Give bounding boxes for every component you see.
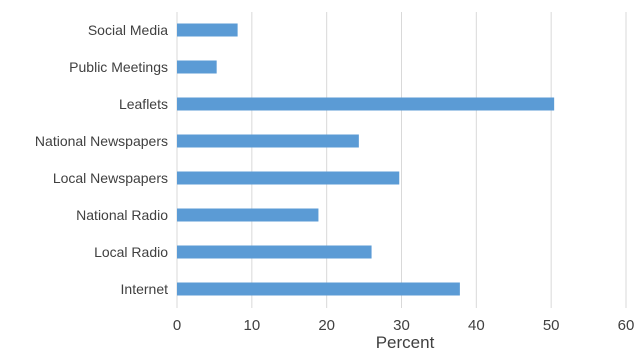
bar-local-newspapers [177, 171, 400, 185]
x-tick-label: 40 [468, 317, 485, 334]
category-label: Internet [121, 281, 169, 297]
category-label: National Radio [76, 207, 168, 223]
x-tick-labels: 0 10 20 30 40 50 60 [173, 317, 635, 334]
grid-lines [176, 12, 627, 308]
x-axis-title: Percent [376, 333, 435, 352]
category-label: Public Meetings [69, 59, 168, 75]
bar-leaflets [177, 97, 555, 111]
bar-public-meetings [177, 60, 217, 74]
x-tick-label: 20 [318, 317, 335, 334]
x-tick-label: 30 [393, 317, 410, 334]
category-label: Social Media [88, 22, 168, 38]
category-label: Leaflets [119, 96, 168, 112]
bar-local-radio [177, 245, 372, 259]
category-labels: Social Media Public Meetings Leaflets Natio… [35, 22, 168, 297]
category-label: National Newspapers [35, 133, 168, 149]
bar-national-newspapers [177, 134, 359, 148]
x-tick-label: 60 [618, 317, 635, 334]
category-label: Local Radio [94, 244, 168, 260]
bar-social-media [177, 23, 238, 37]
bars-group [177, 23, 555, 296]
bar-national-radio [177, 208, 319, 222]
x-tick-label: 10 [243, 317, 260, 334]
x-tick-label: 50 [543, 317, 560, 334]
bar-internet [177, 282, 460, 296]
x-tick-label: 0 [173, 317, 181, 334]
category-label: Local Newspapers [53, 170, 168, 186]
